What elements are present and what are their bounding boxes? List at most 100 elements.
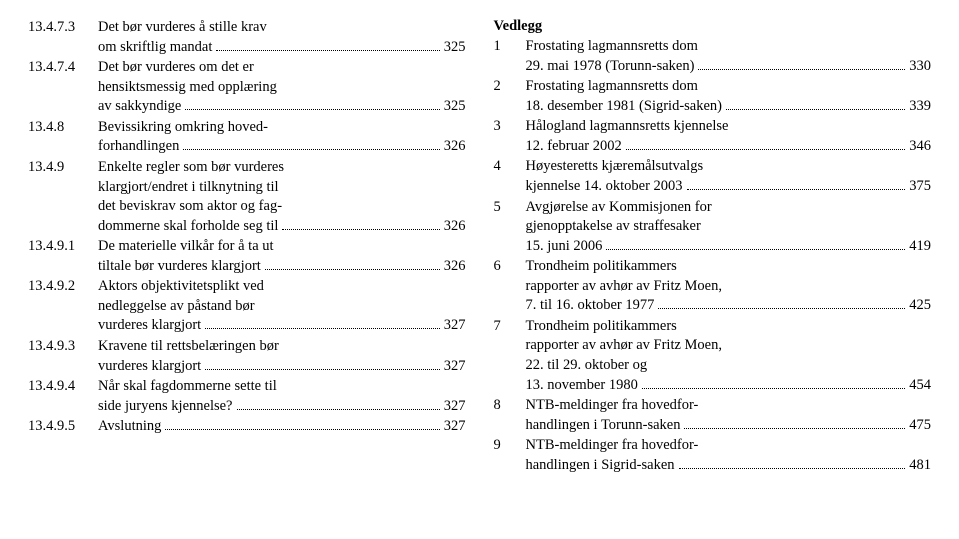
toc-lastline-text: 29. mai 1978 (Torunn-saken): [526, 57, 695, 77]
toc-text-line: Trondheim politikammers: [526, 317, 932, 337]
toc-lastline: vurderes klargjort327: [98, 357, 466, 377]
toc-text-line: Aktors objektivitetsplikt ved: [98, 277, 466, 297]
toc-entry: 1Frostating lagmannsretts dom29. mai 197…: [494, 37, 932, 76]
toc-leader-dots: [626, 139, 906, 150]
toc-leader-dots: [684, 418, 905, 429]
toc-leader-dots: [205, 358, 440, 369]
toc-lastline: tiltale bør vurderes klargjort 326: [98, 257, 466, 277]
toc-lastline: forhandlingen326: [98, 137, 466, 157]
toc-lastline: Avslutning 327: [98, 417, 466, 437]
toc-entry-text: Høyesteretts kjæremålsutvalgskjennelse 1…: [526, 157, 932, 196]
toc-lastline: om skriftlig mandat325: [98, 38, 466, 58]
toc-lastline-text: 13. november 1980: [526, 376, 638, 396]
toc-entry-number: 13.4.9.4: [28, 377, 98, 397]
toc-entry: 8NTB-meldinger fra hovedfor-handlingen i…: [494, 396, 932, 435]
toc-right-column: Vedlegg 1Frostating lagmannsretts dom29. …: [494, 18, 932, 476]
toc-page-number: 326: [444, 137, 466, 157]
toc-lastline-text: 15. juni 2006: [526, 237, 603, 257]
toc-text-line: Trondheim politikammers: [526, 257, 932, 277]
toc-lastline-text: kjennelse 14. oktober 2003: [526, 177, 683, 197]
toc-entry: 3Hålogland lagmannsretts kjennelse12. fe…: [494, 117, 932, 156]
toc-lastline-text: tiltale bør vurderes klargjort: [98, 257, 261, 277]
toc-leader-dots: [265, 259, 440, 270]
toc-lastline: kjennelse 14. oktober 2003 375: [526, 177, 932, 197]
toc-lastline: 29. mai 1978 (Torunn-saken) 330: [526, 57, 932, 77]
toc-entry-number: 13.4.9.2: [28, 277, 98, 297]
toc-lastline: 13. november 1980454: [526, 376, 932, 396]
toc-lastline-text: om skriftlig mandat: [98, 38, 212, 58]
toc-entry-number: 13.4.9.3: [28, 337, 98, 357]
toc-lastline-text: 7. til 16. oktober 1977: [526, 296, 655, 316]
toc-leader-dots: [698, 58, 905, 69]
toc-page-number: 375: [909, 177, 931, 197]
toc-entry-text: Enkelte regler som bør vurderesklargjort…: [98, 158, 466, 236]
toc-text-line: rapporter av avhør av Fritz Moen,: [526, 336, 932, 356]
toc-leader-dots: [237, 399, 440, 410]
toc-text-line: Hålogland lagmannsretts kjennelse: [526, 117, 932, 137]
toc-lastline: side juryens kjennelse?327: [98, 397, 466, 417]
toc-columns: 13.4.7.3Det bør vurderes å stille kravom…: [28, 18, 931, 476]
toc-entry-text: Aktors objektivitetsplikt vednedleggelse…: [98, 277, 466, 336]
toc-entry-text: Avgjørelse av Kommisjonen forgjenopptake…: [526, 198, 932, 257]
toc-entry-text: Kravene til rettsbelæringen børvurderes …: [98, 337, 466, 376]
toc-page-number: 327: [444, 357, 466, 377]
toc-entry-number: 13.4.9.1: [28, 237, 98, 257]
toc-entry-number: 5: [494, 198, 526, 218]
toc-entry-number: 8: [494, 396, 526, 416]
toc-leader-dots: [205, 318, 440, 329]
toc-text-line: 22. til 29. oktober og: [526, 356, 932, 376]
toc-text-line: hensiktsmessig med opplæring: [98, 78, 466, 98]
toc-entry-text: NTB-meldinger fra hovedfor-handlingen i …: [526, 396, 932, 435]
toc-entry: 13.4.9.3Kravene til rettsbelæringen børv…: [28, 337, 466, 376]
toc-leader-dots: [642, 377, 905, 388]
toc-page-number: 326: [444, 257, 466, 277]
toc-entry-number: 2: [494, 77, 526, 97]
toc-lastline-text: 18. desember 1981 (Sigrid-saken): [526, 97, 723, 117]
toc-entry-number: 9: [494, 436, 526, 456]
toc-leader-dots: [165, 419, 439, 430]
toc-lastline-text: handlingen i Torunn-saken: [526, 416, 681, 436]
toc-entry-number: 1: [494, 37, 526, 57]
toc-entry: 13.4.9.4Når skal fagdommerne sette tilsi…: [28, 377, 466, 416]
toc-leader-dots: [606, 238, 905, 249]
toc-text-line: NTB-meldinger fra hovedfor-: [526, 396, 932, 416]
toc-page-number: 481: [909, 456, 931, 476]
toc-text-line: Frostating lagmannsretts dom: [526, 77, 932, 97]
toc-text-line: Kravene til rettsbelæringen bør: [98, 337, 466, 357]
toc-entry: 13.4.9.1De materielle vilkår for å ta ut…: [28, 237, 466, 276]
toc-lastline: dommerne skal forholde seg til326: [98, 217, 466, 237]
toc-entry: 2Frostating lagmannsretts dom18. desembe…: [494, 77, 932, 116]
toc-text-line: De materielle vilkår for å ta ut: [98, 237, 466, 257]
toc-lastline-text: Avslutning: [98, 417, 161, 437]
toc-leader-dots: [282, 218, 439, 229]
toc-entry-number: 13.4.9: [28, 158, 98, 178]
toc-entry-number: 13.4.9.5: [28, 417, 98, 437]
toc-page-number: 330: [909, 57, 931, 77]
toc-entry: 13.4.9Enkelte regler som bør vurdereskla…: [28, 158, 466, 236]
attachments-heading: Vedlegg: [494, 18, 932, 35]
toc-entry-text: Når skal fagdommerne sette tilside jurye…: [98, 377, 466, 416]
toc-entry: 13.4.7.4Det bør vurderes om det erhensik…: [28, 58, 466, 117]
toc-entry-number: 13.4.7.4: [28, 58, 98, 78]
toc-text-line: rapporter av avhør av Fritz Moen,: [526, 277, 932, 297]
toc-entry: 13.4.7.3Det bør vurderes å stille kravom…: [28, 18, 466, 57]
toc-entry: 13.4.8Bevissikring omkring hoved-forhand…: [28, 118, 466, 157]
toc-lastline: 7. til 16. oktober 1977 425: [526, 296, 932, 316]
toc-entry-number: 7: [494, 317, 526, 337]
toc-lastline-text: dommerne skal forholde seg til: [98, 217, 278, 237]
toc-lastline-text: vurderes klargjort: [98, 316, 201, 336]
toc-entry-text: De materielle vilkår for å ta uttiltale …: [98, 237, 466, 276]
toc-entry: 13.4.9.2Aktors objektivitetsplikt vedned…: [28, 277, 466, 336]
toc-entry-text: Trondheim politikammersrapporter av avhø…: [526, 257, 932, 316]
toc-lastline: vurderes klargjort327: [98, 316, 466, 336]
toc-text-line: gjenopptakelse av straffesaker: [526, 217, 932, 237]
toc-page-number: 327: [444, 417, 466, 437]
toc-lastline: av sakkyndige325: [98, 97, 466, 117]
toc-page-number: 339: [909, 97, 931, 117]
toc-entry-text: Hålogland lagmannsretts kjennelse12. feb…: [526, 117, 932, 156]
toc-lastline-text: av sakkyndige: [98, 97, 181, 117]
toc-entry-text: Avslutning 327: [98, 417, 466, 437]
toc-text-line: Enkelte regler som bør vurderes: [98, 158, 466, 178]
toc-page-number: 425: [909, 296, 931, 316]
toc-text-line: Frostating lagmannsretts dom: [526, 37, 932, 57]
